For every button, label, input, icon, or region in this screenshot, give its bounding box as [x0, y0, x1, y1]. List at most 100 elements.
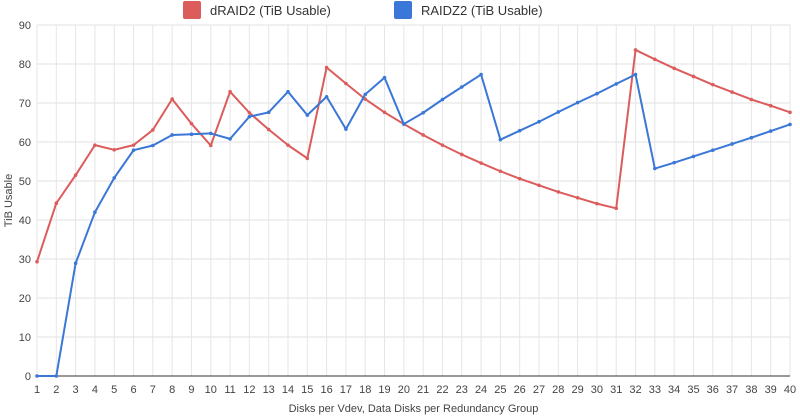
x-tick-label: 27	[533, 384, 545, 396]
data-point	[151, 143, 155, 148]
data-point	[730, 90, 734, 94]
data-point	[208, 143, 213, 148]
data-point	[228, 89, 232, 94]
data-point	[537, 119, 541, 124]
data-point	[517, 176, 522, 181]
data-point	[382, 75, 387, 80]
data-point	[672, 160, 676, 165]
data-point	[305, 156, 310, 161]
x-tick-label: 13	[263, 384, 275, 396]
y-tick-label: 0	[25, 371, 31, 383]
x-tick-label: 14	[282, 384, 294, 396]
data-point	[653, 166, 657, 171]
data-point	[35, 374, 39, 378]
data-point	[170, 97, 174, 101]
data-point	[479, 72, 483, 77]
data-point	[556, 110, 561, 114]
x-axis-title: Disks per Vdev, Data Disks per Redundanc…	[289, 403, 539, 415]
data-point	[498, 137, 503, 142]
data-point	[749, 97, 754, 102]
x-tick-label: 40	[784, 384, 796, 396]
data-point	[402, 122, 406, 126]
legend-swatch	[183, 1, 201, 19]
data-point	[151, 128, 155, 132]
x-tick-label: 21	[417, 384, 429, 396]
legend-item: dRAID2 (TiB Usable)	[183, 1, 331, 19]
data-point	[595, 91, 599, 96]
data-point	[421, 133, 425, 137]
data-point	[208, 131, 213, 136]
data-point	[344, 127, 348, 131]
data-point	[537, 183, 541, 188]
x-tick-label: 19	[378, 384, 390, 396]
data-point	[131, 143, 136, 147]
x-tick-label: 12	[243, 384, 255, 396]
data-point	[749, 135, 754, 140]
data-point	[440, 97, 445, 102]
x-tick-label: 7	[150, 384, 156, 396]
x-tick-label: 24	[475, 384, 487, 396]
x-tick-label: 17	[340, 384, 352, 396]
data-point	[459, 152, 464, 157]
series-line	[36, 48, 791, 263]
x-tick-label: 6	[130, 384, 136, 396]
y-tick-label: 70	[19, 98, 31, 110]
x-tick-label: 8	[169, 384, 175, 396]
series-line	[37, 73, 791, 377]
x-tick-labels: 1 2 3 4 5 6 7 8 9 10 11 12 13 14 15 16 17 18 19 20 21 22 23 24 2…	[34, 384, 796, 396]
data-point	[266, 127, 271, 132]
x-tick-label: 34	[668, 384, 680, 396]
x-tick-label: 16	[320, 384, 332, 396]
data-point	[575, 100, 580, 105]
series-2	[35, 72, 792, 378]
data-point	[633, 72, 638, 77]
data-point	[228, 137, 232, 141]
data-point	[54, 374, 59, 378]
data-point	[575, 195, 580, 200]
x-tick-label: 39	[765, 384, 777, 396]
x-tick-label: 22	[436, 384, 448, 396]
legend-swatch	[394, 1, 412, 19]
data-point	[556, 190, 561, 194]
x-tick-label: 1	[34, 384, 40, 396]
data-point	[595, 201, 599, 206]
data-point	[189, 132, 194, 136]
x-tick-label: 26	[514, 384, 526, 396]
x-tick-label: 5	[111, 384, 117, 396]
x-tick-label: 20	[398, 384, 410, 396]
data-point	[247, 114, 252, 119]
x-tick-label: 25	[494, 384, 506, 396]
data-point	[710, 148, 715, 152]
x-tick-label: 2	[53, 384, 59, 396]
y-tick-label: 80	[19, 59, 31, 71]
y-tick-label: 50	[19, 176, 31, 188]
x-tick-label: 23	[456, 384, 468, 396]
data-point	[382, 110, 387, 115]
series-1	[35, 48, 792, 264]
x-tick-label: 11	[224, 384, 235, 396]
data-point	[286, 143, 290, 147]
data-point	[633, 48, 638, 52]
data-point	[93, 143, 97, 147]
y-tick-label: 20	[19, 293, 31, 305]
data-point	[189, 121, 194, 126]
data-point	[768, 129, 773, 133]
data-point	[305, 113, 310, 117]
data-point	[710, 82, 715, 87]
data-point	[363, 92, 368, 97]
data-point	[614, 206, 619, 211]
y-tick-label: 10	[19, 332, 31, 344]
data-point	[363, 97, 368, 101]
data-point	[112, 176, 117, 180]
data-point	[421, 110, 425, 115]
x-tick-label: 10	[205, 384, 217, 396]
legend: dRAID2 (TiB Usable) RAIDZ2 (TiB Usable)	[183, 1, 543, 19]
data-point	[54, 201, 59, 206]
data-point	[459, 85, 464, 89]
data-point	[324, 94, 329, 99]
x-tick-label: 29	[571, 384, 583, 396]
y-axis-title: TiB Usable	[3, 174, 15, 227]
x-tick-label: 31	[610, 384, 622, 396]
x-tick-label: 33	[649, 384, 661, 396]
